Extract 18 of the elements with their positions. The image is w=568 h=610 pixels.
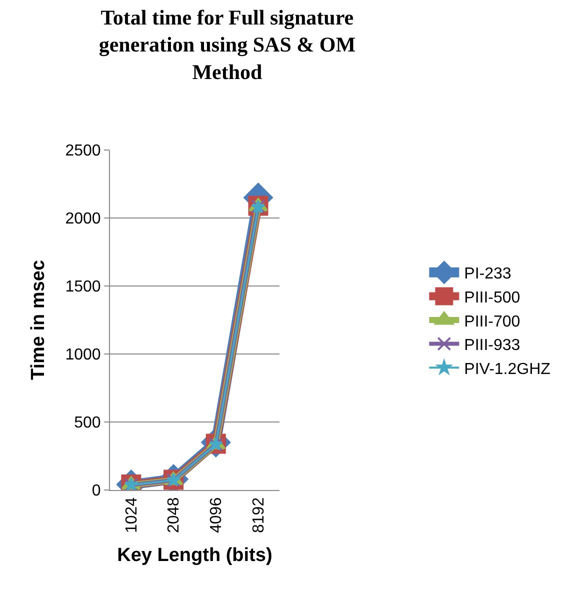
chart-title: Total time for Full signature generation using SAS & OM Method xyxy=(98,5,356,84)
y-tick-label: 1000 xyxy=(65,346,101,364)
x-tick-label: 1024 xyxy=(123,497,140,533)
y-tick-label: 500 xyxy=(74,414,101,432)
legend-label: PI-233 xyxy=(464,266,512,283)
y-tick-label: 2000 xyxy=(65,210,101,228)
x-tick-label: 2048 xyxy=(166,497,183,533)
legend-label: PIV-1.2GHZ xyxy=(464,360,551,378)
y-tick-label: 1500 xyxy=(65,278,101,296)
legend-label: PIII-500 xyxy=(464,289,520,306)
y-tick-label: 0 xyxy=(92,482,101,500)
x-tick-label: 4096 xyxy=(208,497,226,533)
legend-label: PIII-933 xyxy=(464,337,520,354)
x-axis-title: Key Length (bits) xyxy=(117,544,272,566)
y-tick-label: 2500 xyxy=(65,142,101,160)
y-axis-title: Time in msec xyxy=(28,260,50,380)
x-tick-label: 8192 xyxy=(250,497,268,533)
legend-label: PIII-700 xyxy=(464,313,520,330)
